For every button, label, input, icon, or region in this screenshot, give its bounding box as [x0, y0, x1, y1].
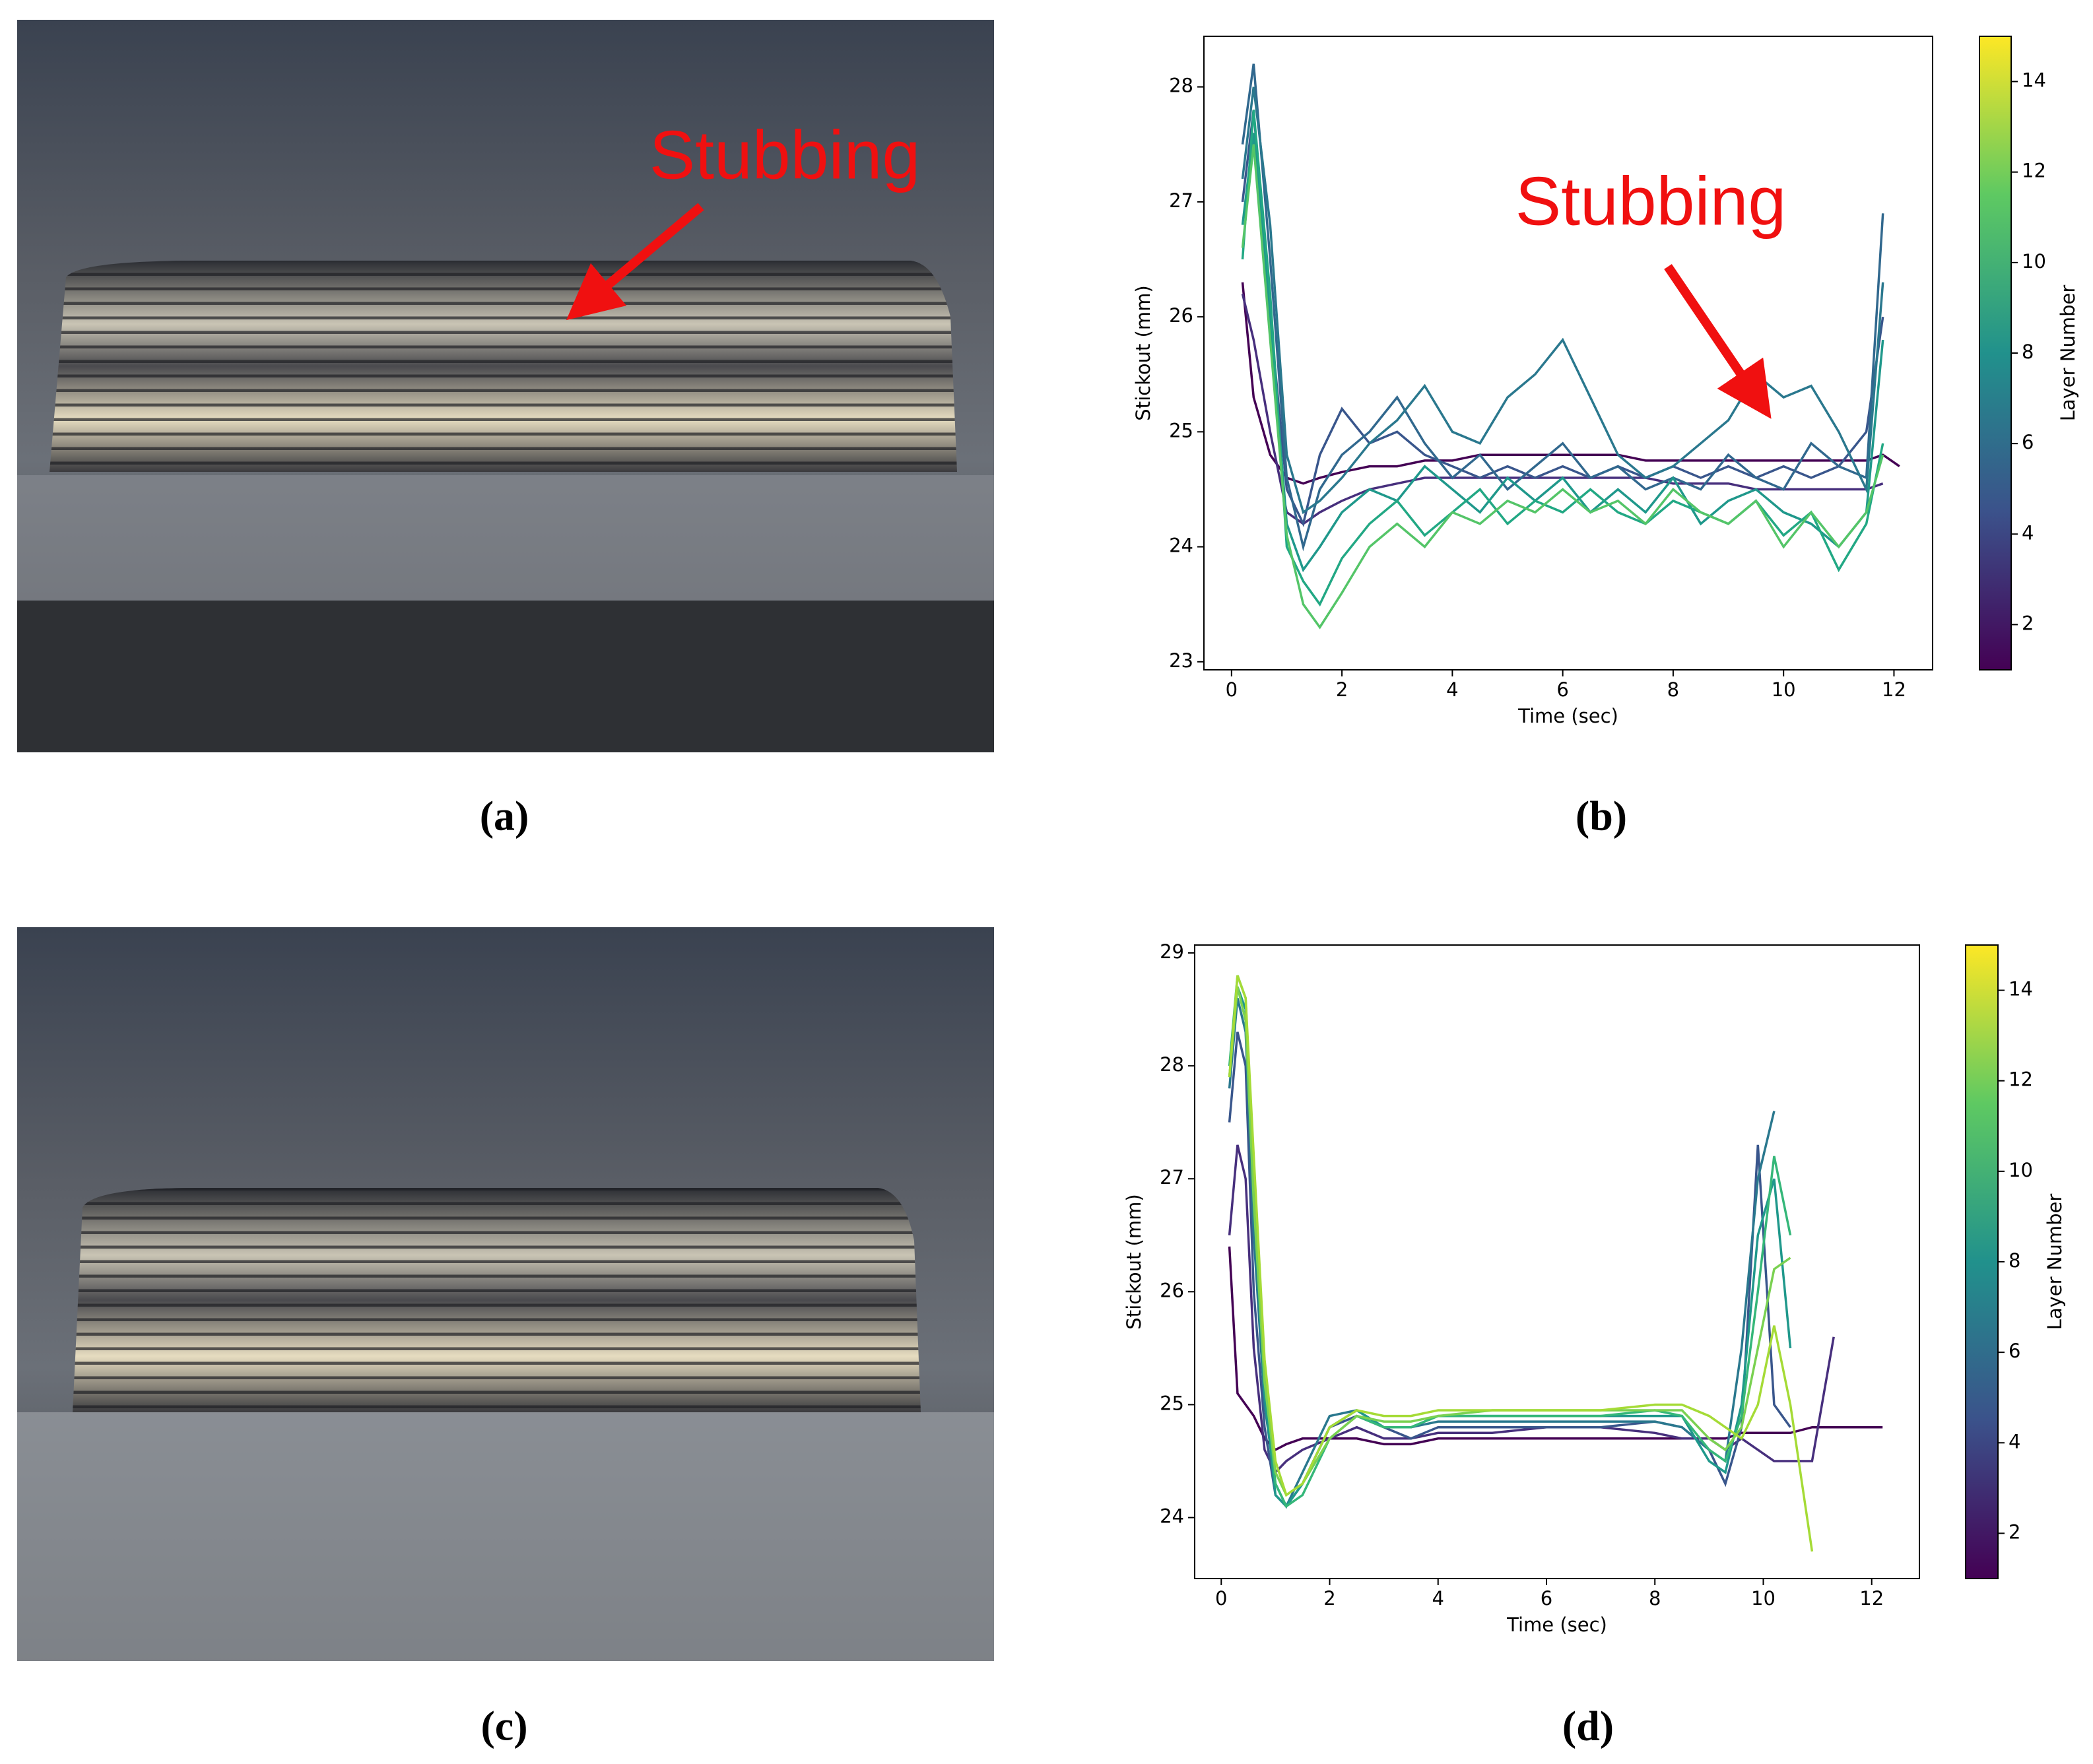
y-tick-label: 26	[1169, 304, 1193, 327]
x-tick-label: 12	[1882, 678, 1906, 701]
colorbar-tick-label: 10	[2009, 1159, 2033, 1181]
x-tick-label: 4	[1446, 678, 1458, 701]
plot-frame	[1194, 944, 1920, 1579]
y-tick-label: 27	[1160, 1166, 1184, 1189]
series-line	[1241, 110, 1884, 607]
y-tick-label: 24	[1169, 535, 1193, 557]
x-tick-label: 12	[1859, 1587, 1884, 1610]
photo-annotation: Stubbing	[649, 117, 921, 193]
y-tick-label: 23	[1169, 649, 1193, 672]
x-tick-label: 2	[1336, 678, 1348, 701]
series-line	[1228, 1144, 1835, 1475]
x-axis-label: Time (sec)	[1506, 1614, 1607, 1636]
x-tick-label: 8	[1667, 678, 1679, 701]
x-tick-label: 6	[1556, 678, 1568, 701]
y-tick-label: 27	[1169, 189, 1193, 212]
photo-c	[17, 927, 994, 1661]
panel-label: (b)	[1576, 793, 1627, 839]
series-line	[1228, 986, 1791, 1497]
colorbar-tick-label: 8	[2022, 341, 2034, 363]
series-line	[1228, 1031, 1791, 1509]
colorbar-label: Layer Number	[2057, 285, 2079, 422]
colorbar-tick-label: 2	[2022, 612, 2034, 634]
colorbar	[1979, 36, 2012, 670]
y-tick-label: 25	[1169, 419, 1193, 441]
y-tick-label: 24	[1160, 1505, 1184, 1528]
y-axis-label: Stickout (mm)	[1132, 285, 1154, 420]
series-line	[1241, 110, 1884, 527]
colorbar-tick-label: 8	[2009, 1249, 2020, 1272]
y-tick-label: 28	[1169, 75, 1193, 97]
x-tick-label: 0	[1226, 678, 1238, 701]
plot-frame	[1203, 36, 1933, 670]
colorbar-tick-label: 6	[2022, 431, 2034, 453]
panel-label: (c)	[481, 1703, 527, 1749]
x-tick-label: 6	[1541, 1587, 1552, 1610]
chart-annotation: Stubbing	[1515, 163, 1787, 240]
x-tick-label: 10	[1772, 678, 1796, 701]
series-line	[1241, 86, 1884, 515]
series-line	[1241, 144, 1884, 630]
colorbar-tick-label: 14	[2009, 978, 2033, 1000]
colorbar-tick-label: 6	[2009, 1340, 2020, 1362]
y-tick-label: 28	[1160, 1053, 1184, 1076]
x-tick-label: 0	[1215, 1587, 1227, 1610]
series-line	[1241, 63, 1884, 552]
series-line	[1228, 975, 1814, 1552]
colorbar	[1965, 944, 1999, 1579]
colorbar-tick-label: 4	[2022, 521, 2034, 544]
colorbar-tick-label: 12	[2009, 1068, 2033, 1091]
colorbar-tick-label: 10	[2022, 250, 2046, 273]
x-axis-label: Time (sec)	[1517, 705, 1618, 727]
x-tick-label: 4	[1432, 1587, 1444, 1610]
colorbar-tick-label: 12	[2022, 160, 2046, 182]
y-tick-label: 26	[1160, 1279, 1184, 1301]
colorbar-tick-label: 14	[2022, 69, 2046, 92]
panel-label: (d)	[1562, 1703, 1614, 1749]
x-tick-label: 10	[1751, 1587, 1776, 1610]
y-tick-label: 29	[1160, 940, 1184, 963]
panel-label: (a)	[480, 793, 529, 839]
colorbar-tick-label: 4	[2009, 1430, 2020, 1453]
y-axis-label: Stickout (mm)	[1123, 1194, 1145, 1329]
y-tick-label: 25	[1160, 1392, 1184, 1414]
photo-a: Stubbing	[17, 20, 994, 752]
colorbar-label: Layer Number	[2043, 1194, 2066, 1330]
x-tick-label: 8	[1649, 1587, 1661, 1610]
annotation-arrow	[1664, 264, 1772, 419]
x-tick-label: 2	[1323, 1587, 1335, 1610]
colorbar-tick-label: 2	[2009, 1520, 2020, 1543]
